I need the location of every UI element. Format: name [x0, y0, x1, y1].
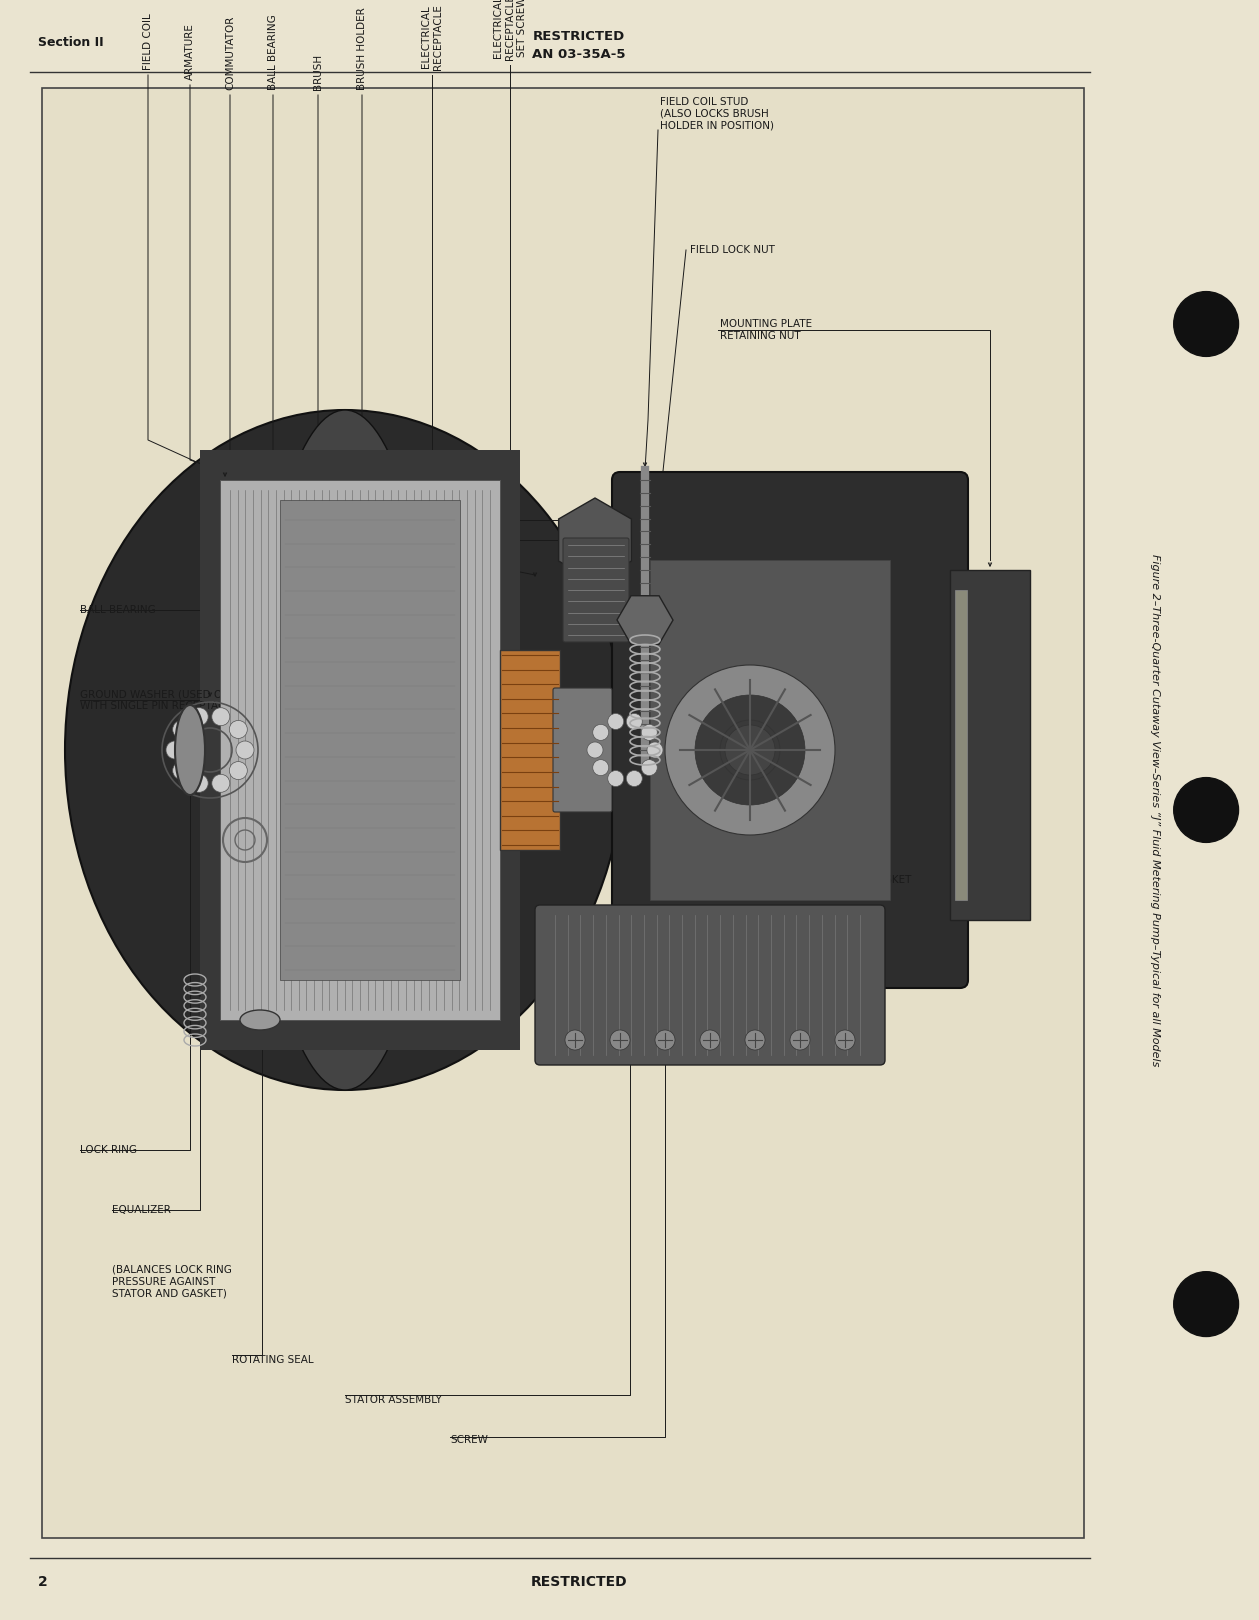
- Bar: [951, 570, 1030, 920]
- Ellipse shape: [240, 1009, 279, 1030]
- Circle shape: [172, 761, 190, 779]
- Text: Figure 2–Three-Quarter Cutaway View–Series “J” Fluid Metering Pump–Typical for a: Figure 2–Three-Quarter Cutaway View–Seri…: [1149, 554, 1160, 1066]
- Circle shape: [172, 721, 190, 739]
- Circle shape: [190, 708, 208, 726]
- Circle shape: [725, 726, 776, 774]
- Circle shape: [835, 1030, 855, 1050]
- Text: LOCK RING: LOCK RING: [81, 1145, 137, 1155]
- Circle shape: [565, 1030, 585, 1050]
- Text: ARMATURE: ARMATURE: [185, 23, 195, 79]
- Circle shape: [608, 713, 623, 729]
- FancyBboxPatch shape: [553, 688, 612, 812]
- Text: STATOR ASSEMBLY: STATOR ASSEMBLY: [345, 1395, 442, 1405]
- Circle shape: [1173, 1272, 1239, 1336]
- Text: FIELD COIL: FIELD COIL: [144, 13, 154, 70]
- Ellipse shape: [256, 410, 436, 1090]
- Ellipse shape: [720, 719, 781, 779]
- Circle shape: [626, 771, 642, 787]
- Text: EQUALIZER: EQUALIZER: [112, 1205, 171, 1215]
- Text: ROTATING SEAL: ROTATING SEAL: [232, 1354, 313, 1366]
- Circle shape: [212, 708, 230, 726]
- Text: (BALANCES LOCK RING
PRESSURE AGAINST
STATOR AND GASKET): (BALANCES LOCK RING PRESSURE AGAINST STA…: [112, 1265, 232, 1298]
- Circle shape: [166, 740, 184, 760]
- Circle shape: [789, 1030, 810, 1050]
- Ellipse shape: [65, 410, 624, 1090]
- Text: ELECTRICAL
RECEPTACLE
SET SCREW: ELECTRICAL RECEPTACLE SET SCREW: [494, 0, 526, 60]
- Circle shape: [587, 742, 603, 758]
- Ellipse shape: [175, 705, 205, 795]
- FancyBboxPatch shape: [535, 906, 885, 1064]
- Text: BALL BEARING: BALL BEARING: [268, 15, 278, 91]
- Bar: [956, 590, 967, 901]
- Text: AN 03-35A-5: AN 03-35A-5: [533, 49, 626, 62]
- Circle shape: [212, 774, 230, 792]
- Ellipse shape: [695, 695, 805, 805]
- Text: SCREW: SCREW: [449, 1435, 488, 1445]
- Text: RESTRICTED: RESTRICTED: [531, 1575, 627, 1589]
- Text: FIELD LOCK NUT: FIELD LOCK NUT: [690, 245, 774, 254]
- FancyBboxPatch shape: [563, 538, 630, 642]
- Circle shape: [745, 1030, 765, 1050]
- Circle shape: [641, 760, 657, 776]
- Bar: [500, 650, 560, 850]
- Text: BALL BEARING: BALL BEARING: [81, 604, 156, 616]
- Circle shape: [229, 761, 247, 779]
- Ellipse shape: [700, 700, 799, 800]
- Text: GROUND WASHER (USED ONLY
WITH SINGLE PIN RECEPTACLES): GROUND WASHER (USED ONLY WITH SINGLE PIN…: [81, 688, 248, 711]
- Circle shape: [626, 713, 642, 729]
- Circle shape: [190, 774, 208, 792]
- Circle shape: [700, 1030, 720, 1050]
- Bar: [279, 501, 460, 980]
- Text: ELECTRICAL
RECEPTACLE: ELECTRICAL RECEPTACLE: [422, 5, 443, 70]
- Bar: [650, 561, 890, 901]
- Circle shape: [655, 1030, 675, 1050]
- Text: RESTRICTED: RESTRICTED: [533, 29, 626, 42]
- FancyBboxPatch shape: [612, 471, 968, 988]
- Text: BRUSH: BRUSH: [313, 53, 324, 91]
- Text: GASKET: GASKET: [870, 875, 912, 885]
- Ellipse shape: [665, 664, 835, 834]
- Circle shape: [608, 771, 623, 787]
- Circle shape: [611, 1030, 630, 1050]
- Circle shape: [647, 742, 663, 758]
- Bar: [42, 87, 1084, 1537]
- Bar: [200, 450, 520, 1050]
- Circle shape: [235, 740, 254, 760]
- Text: 2: 2: [38, 1575, 48, 1589]
- Text: Section II: Section II: [38, 36, 103, 49]
- Text: MOUNTING PLATE
RETAINING NUT: MOUNTING PLATE RETAINING NUT: [720, 319, 812, 340]
- Circle shape: [641, 724, 657, 740]
- Circle shape: [593, 760, 609, 776]
- Circle shape: [593, 724, 609, 740]
- Text: BRUSH HOLDER: BRUSH HOLDER: [358, 6, 368, 91]
- Circle shape: [1173, 292, 1239, 356]
- Circle shape: [229, 721, 247, 739]
- Text: COMMUTATOR: COMMUTATOR: [225, 16, 235, 91]
- Text: FIELD COIL STUD
(ALSO LOCKS BRUSH
HOLDER IN POSITION): FIELD COIL STUD (ALSO LOCKS BRUSH HOLDER…: [660, 97, 774, 130]
- Circle shape: [1173, 778, 1239, 842]
- Bar: [220, 480, 500, 1021]
